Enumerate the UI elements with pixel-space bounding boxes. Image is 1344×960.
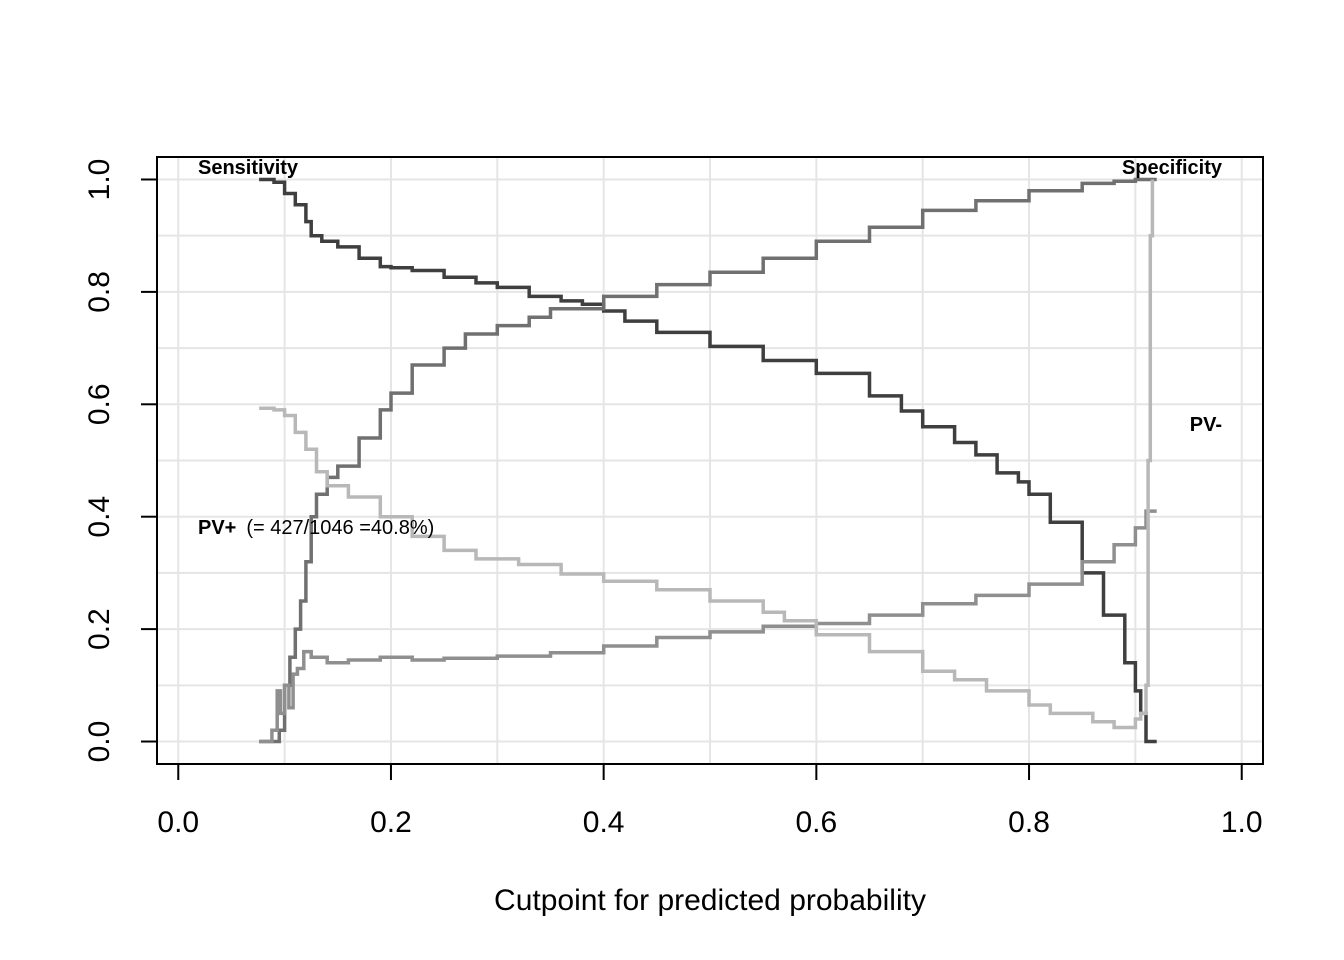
y-tick-label: 0.4 [83, 496, 116, 538]
series-line-specificity [259, 177, 1157, 744]
annotation-pv-plus: PV+ (= 427/1046 =40.8%) [198, 517, 434, 539]
x-tick-label: 0.0 [157, 806, 199, 839]
y-tick-label: 0.6 [83, 383, 116, 425]
series-line-pv-plus [259, 509, 1157, 744]
annotation-specificity: Specificity [1122, 157, 1223, 179]
x-axis-title: Cutpoint for predicted probability [494, 884, 926, 917]
y-axis: 0.0 0.2 0.4 0.6 0.8 1.0 [83, 159, 157, 763]
x-tick-label: 0.2 [370, 806, 412, 839]
x-tick-label: 0.4 [583, 806, 625, 839]
y-tick-label: 0.0 [83, 721, 116, 763]
y-tick-label: 1.0 [83, 159, 116, 201]
annotation-pv-plus-detail: (= 427/1046 =40.8%) [246, 517, 434, 539]
y-tick-label: 0.8 [83, 271, 116, 313]
annotation-pv-plus-label: PV+ [198, 517, 236, 539]
series-line-sensitivity [259, 177, 1157, 744]
series-line-pv-minus [259, 179, 1155, 730]
x-axis: 0.0 0.2 0.4 0.6 0.8 1.0 [157, 764, 1263, 839]
series-lines [259, 177, 1157, 744]
annotation-pv-minus: PV- [1190, 414, 1222, 436]
x-tick-label: 1.0 [1221, 806, 1263, 839]
x-tick-label: 0.8 [1008, 806, 1050, 839]
x-tick-label: 0.6 [795, 806, 837, 839]
grid [157, 157, 1263, 764]
annotation-sensitivity: Sensitivity [198, 157, 299, 179]
y-tick-label: 0.2 [83, 608, 116, 650]
plot-frame [156, 156, 1264, 765]
